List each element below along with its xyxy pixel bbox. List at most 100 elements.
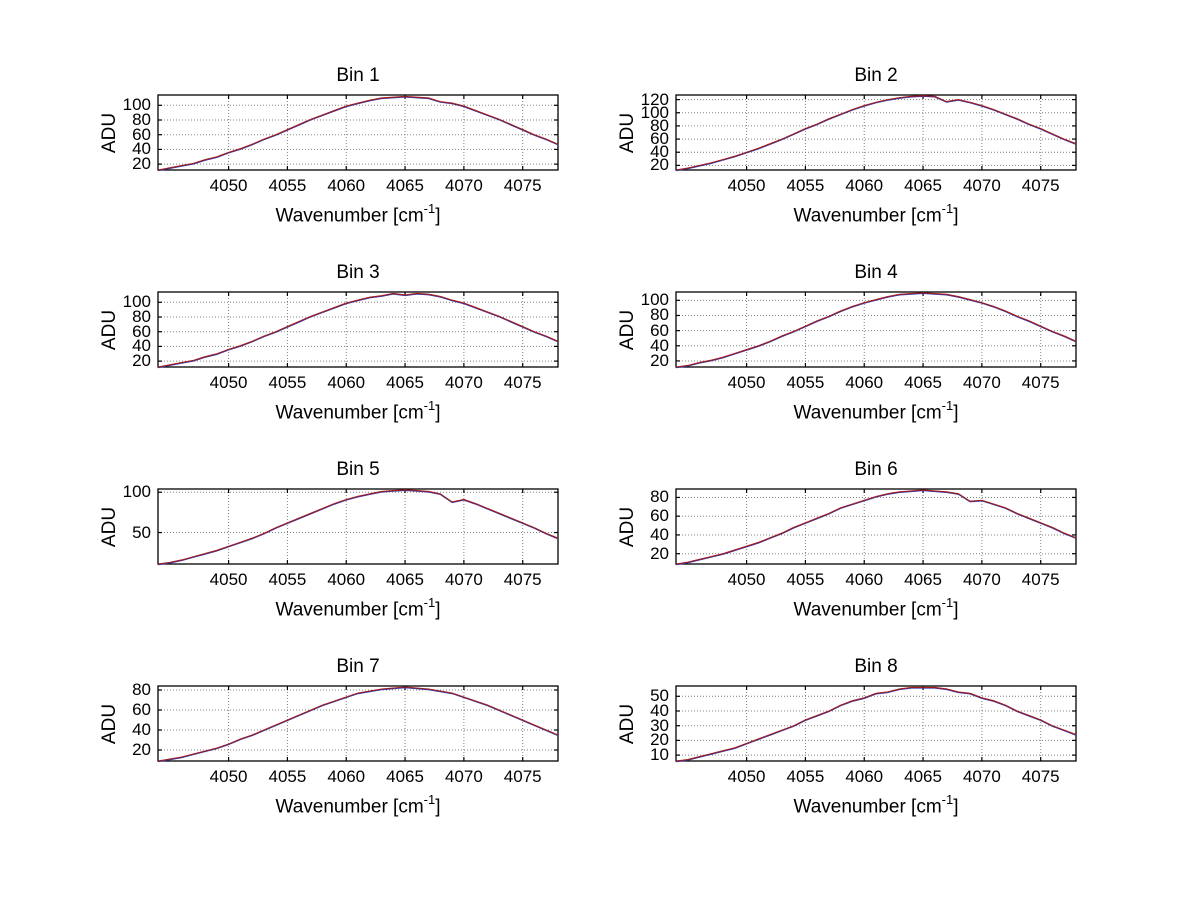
x-tick-label: 4065: [386, 176, 424, 195]
axis-box: [157, 685, 559, 762]
y-tick-label: 100: [122, 292, 151, 312]
grid-lines: [676, 489, 1076, 564]
x-axis-label: Wavenumber [cm-1]: [275, 397, 441, 424]
x-tick-label: 4075: [503, 373, 542, 392]
x-axis-label: Wavenumber [cm-1]: [275, 791, 441, 818]
x-tick-label: 4055: [268, 373, 307, 392]
y-tick-label: 120: [640, 89, 669, 109]
x-tick-label: 4050: [209, 570, 248, 589]
tick-marks: [158, 489, 558, 564]
x-tick-label: 4050: [727, 176, 766, 195]
axis-box: [157, 94, 559, 171]
x-tick-label: 4075: [1021, 570, 1060, 589]
x-tick-label: 4060: [327, 176, 366, 195]
axis-box: [675, 685, 1077, 762]
x-tick-label: 4050: [727, 570, 766, 589]
plot-area: [157, 94, 559, 172]
y-tick-label: 20: [650, 543, 669, 563]
y-tick-label: 60: [650, 506, 669, 526]
x-tick-label: 4060: [845, 767, 884, 786]
x-tick-label: 4055: [268, 176, 307, 195]
axis-box: [675, 94, 1077, 171]
x-tick-label: 4055: [268, 570, 307, 589]
spectrum-trace: [157, 292, 559, 368]
plot-area: [157, 291, 559, 369]
x-tick-label: 4050: [209, 767, 248, 786]
spectrum-trace: [675, 489, 1077, 565]
y-tick-label: 60: [650, 129, 669, 149]
y-tick-label: 80: [650, 115, 669, 135]
x-tick-label: 4070: [444, 176, 483, 195]
axis-box: [675, 488, 1077, 565]
y-tick-label: 50: [650, 686, 669, 706]
y-tick-label: 40: [650, 524, 669, 544]
subplot-title: Bin 7: [336, 656, 380, 677]
x-axis-label: Wavenumber [cm-1]: [793, 594, 959, 621]
spectrum-trace: [675, 292, 1077, 368]
x-tick-label: 4075: [1021, 767, 1060, 786]
grid-lines: [158, 489, 558, 564]
y-tick-label: 20: [650, 730, 669, 750]
x-tick-label: 4075: [1021, 373, 1060, 392]
x-tick-label: 4070: [962, 176, 1001, 195]
x-tick-label: 4075: [503, 570, 542, 589]
axis-box: [157, 488, 559, 565]
subplot-title: Bin 3: [336, 262, 380, 283]
x-tick-label: 4060: [327, 767, 366, 786]
subplot-title: Bin 2: [854, 65, 898, 86]
y-tick-label: 100: [640, 290, 669, 310]
y-tick-label: 40: [132, 336, 151, 356]
x-tick-label: 4050: [209, 176, 248, 195]
y-tick-label: 80: [132, 110, 151, 129]
x-tick-label: 4060: [845, 176, 884, 195]
y-tick-label: 80: [650, 305, 669, 325]
x-axis-label: Wavenumber [cm-1]: [793, 397, 959, 424]
x-tick-label: 4060: [845, 373, 884, 392]
y-tick-label: 60: [132, 321, 151, 341]
x-tick-label: 4070: [444, 570, 483, 589]
plot-area: [675, 94, 1077, 172]
y-tick-label: 20: [132, 351, 151, 371]
x-tick-label: 4065: [904, 373, 942, 392]
y-tick-label: 80: [132, 307, 151, 326]
subplot-title: Bin 8: [854, 656, 898, 677]
y-tick-label: 20: [650, 350, 669, 370]
grid-lines: [158, 292, 558, 367]
plot-area: [675, 685, 1077, 763]
y-tick-label: 40: [650, 701, 669, 720]
spectrum-trace-secondary: [157, 293, 559, 369]
y-tick-label: 50: [132, 522, 151, 542]
y-tick-label: 20: [132, 740, 151, 759]
x-tick-label: 4065: [904, 767, 942, 786]
x-axis-label: Wavenumber [cm-1]: [275, 200, 441, 227]
subplot-title: Bin 4: [854, 262, 898, 283]
axis-box: [157, 291, 559, 368]
y-tick-label: 20: [132, 154, 151, 174]
x-tick-label: 4065: [904, 176, 942, 195]
spectrum-trace-secondary: [675, 687, 1077, 763]
y-tick-label: 40: [650, 335, 669, 355]
y-tick-label: 20: [650, 155, 669, 175]
x-tick-label: 4050: [727, 373, 766, 392]
y-tick-label: 100: [122, 95, 151, 115]
spectrum-trace-secondary: [675, 292, 1077, 369]
x-tick-label: 4060: [327, 570, 366, 589]
tick-marks: [676, 686, 1076, 761]
y-tick-label: 10: [650, 745, 669, 765]
grid-lines: [676, 292, 1076, 367]
grid-lines: [676, 95, 1076, 170]
x-tick-label: 4055: [268, 767, 307, 786]
tick-marks: [158, 95, 558, 170]
spectrum-trace: [675, 95, 1077, 171]
tick-marks: [676, 95, 1076, 170]
x-tick-label: 4065: [386, 570, 424, 589]
y-tick-label: 40: [132, 139, 151, 159]
x-tick-label: 4055: [786, 176, 825, 195]
plot-area: [675, 488, 1077, 566]
subplot-title: Bin 1: [336, 65, 380, 86]
grid-lines: [676, 686, 1076, 761]
x-tick-label: 4050: [727, 767, 766, 786]
x-tick-label: 4070: [962, 373, 1001, 392]
x-axis-label: Wavenumber [cm-1]: [275, 594, 441, 621]
